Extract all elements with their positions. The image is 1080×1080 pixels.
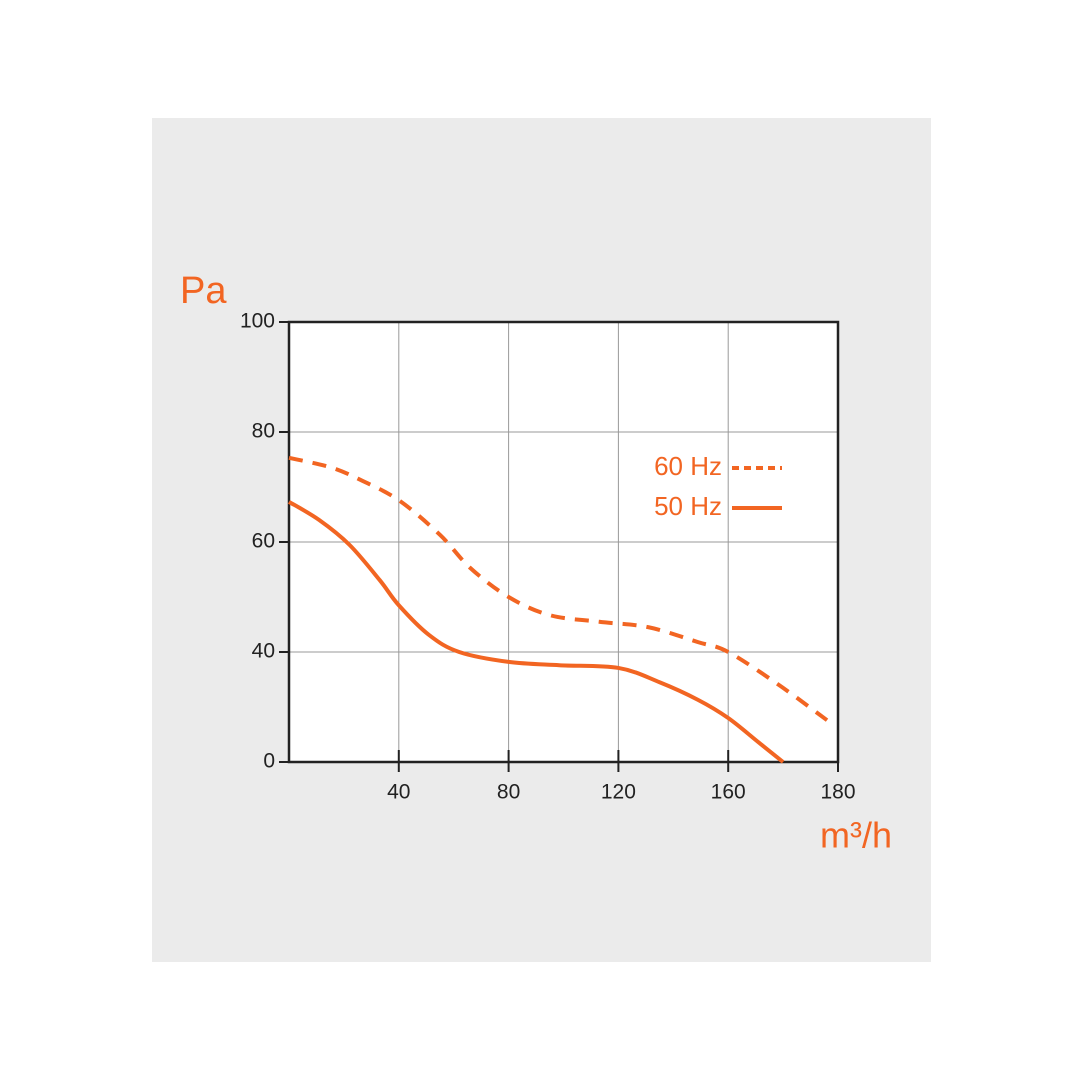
x-axis-label: m³/h bbox=[820, 815, 892, 856]
y-axis-label: Pa bbox=[180, 270, 227, 312]
x-tick-label: 160 bbox=[711, 781, 746, 804]
y-tick-label: 80 bbox=[252, 420, 275, 443]
legend-label: 60 Hz bbox=[654, 451, 722, 481]
x-tick-label: 80 bbox=[497, 781, 520, 804]
x-tick-label: 180 bbox=[820, 781, 855, 804]
y-tick-label: 40 bbox=[252, 640, 275, 663]
line-series bbox=[287, 500, 785, 764]
x-tick-label: 40 bbox=[387, 781, 410, 804]
line-series bbox=[288, 455, 829, 722]
y-tick-label: 60 bbox=[252, 530, 275, 553]
y-tick-label: 0 bbox=[263, 750, 275, 773]
x-tick-label: 120 bbox=[601, 781, 636, 804]
y-tick-label: 100 bbox=[240, 310, 275, 333]
plot-border bbox=[287, 320, 840, 764]
legend-label: 50 Hz bbox=[654, 491, 722, 521]
